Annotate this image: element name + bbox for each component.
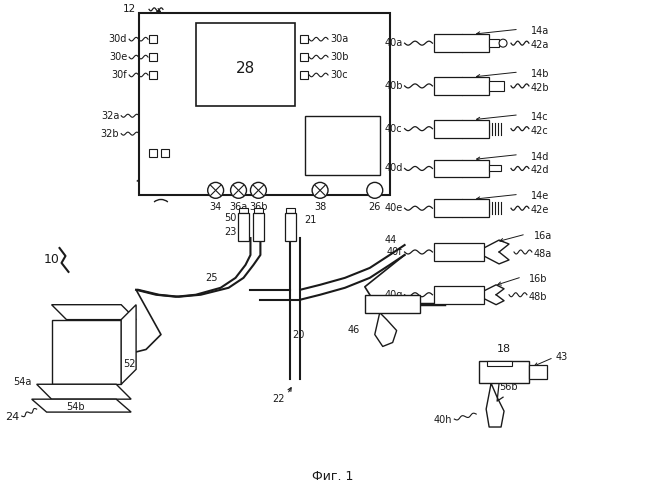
Text: 14d: 14d <box>531 152 549 162</box>
Text: 54a: 54a <box>13 378 32 388</box>
Bar <box>529 366 547 380</box>
Text: 56b: 56b <box>499 382 517 392</box>
Text: 43: 43 <box>555 352 568 362</box>
Text: 54b: 54b <box>67 402 85 412</box>
Text: 46: 46 <box>348 324 360 334</box>
Text: 40e: 40e <box>384 203 403 213</box>
Bar <box>489 39 499 47</box>
Circle shape <box>367 182 383 198</box>
Bar <box>149 35 157 43</box>
Bar <box>149 71 157 79</box>
Text: 30b: 30b <box>330 52 348 62</box>
Bar <box>489 166 501 172</box>
Bar <box>434 286 484 304</box>
Text: 30e: 30e <box>109 52 127 62</box>
Text: 36b: 36b <box>249 202 268 212</box>
Bar <box>253 213 264 241</box>
Bar <box>305 116 380 176</box>
Bar <box>161 148 169 156</box>
Bar <box>434 34 489 52</box>
Text: 48a: 48a <box>534 249 552 259</box>
Text: 32a: 32a <box>101 111 119 120</box>
Text: 44: 44 <box>385 235 397 245</box>
Text: 40a: 40a <box>384 38 403 48</box>
Text: 14b: 14b <box>531 69 549 79</box>
Bar <box>300 53 308 61</box>
Text: 52: 52 <box>123 360 136 370</box>
Text: 40c: 40c <box>385 124 403 134</box>
Text: 14e: 14e <box>531 192 549 202</box>
Bar <box>149 53 157 61</box>
Text: 48b: 48b <box>529 292 547 302</box>
Text: 30f: 30f <box>111 70 127 80</box>
Bar <box>254 208 263 213</box>
Bar <box>487 362 512 366</box>
Text: 14a: 14a <box>531 26 549 36</box>
Text: 40f: 40f <box>387 247 403 257</box>
Text: 42c: 42c <box>531 126 549 136</box>
Text: 30a: 30a <box>330 34 348 44</box>
Circle shape <box>250 182 266 198</box>
Text: 36a: 36a <box>229 202 248 212</box>
Bar <box>434 120 489 138</box>
Text: 42b: 42b <box>531 83 549 93</box>
Text: 50: 50 <box>224 213 236 223</box>
Text: 22: 22 <box>272 394 284 404</box>
Bar <box>239 208 248 213</box>
Polygon shape <box>37 384 131 399</box>
Text: 12: 12 <box>123 4 136 15</box>
Text: 58: 58 <box>462 288 474 298</box>
Polygon shape <box>32 399 131 412</box>
Polygon shape <box>51 304 136 320</box>
Text: 42d: 42d <box>531 166 549 175</box>
Circle shape <box>499 39 507 47</box>
Text: 42e: 42e <box>531 205 549 215</box>
Text: 28: 28 <box>236 61 255 76</box>
Text: 42a: 42a <box>531 40 549 50</box>
Bar <box>139 14 390 196</box>
Polygon shape <box>51 320 121 384</box>
Bar <box>434 160 489 178</box>
Text: 25: 25 <box>206 273 218 283</box>
Polygon shape <box>121 304 136 384</box>
Text: 24: 24 <box>5 412 20 422</box>
Bar <box>285 213 296 241</box>
Bar <box>434 200 489 217</box>
Bar <box>365 294 420 312</box>
Bar <box>434 243 484 261</box>
Text: 26: 26 <box>368 202 381 212</box>
Text: Фиг. 1: Фиг. 1 <box>312 470 354 483</box>
Text: 21: 21 <box>304 215 316 225</box>
Text: 23: 23 <box>224 227 236 237</box>
Text: 30d: 30d <box>109 34 127 44</box>
Bar <box>238 213 249 241</box>
Circle shape <box>230 182 246 198</box>
Bar <box>149 148 157 156</box>
Text: 40h: 40h <box>434 415 452 425</box>
Text: 34: 34 <box>210 202 222 212</box>
Text: 10: 10 <box>43 254 59 266</box>
Text: 40b: 40b <box>384 81 403 91</box>
Bar <box>286 208 295 213</box>
Bar <box>489 81 504 91</box>
Text: 18: 18 <box>497 344 511 354</box>
Circle shape <box>312 182 328 198</box>
Bar <box>300 35 308 43</box>
Text: 16a: 16a <box>534 231 552 241</box>
Text: 56a: 56a <box>499 366 517 376</box>
Bar <box>434 77 489 95</box>
Text: 38: 38 <box>314 202 326 212</box>
Text: 32b: 32b <box>101 128 119 138</box>
Bar <box>196 24 295 106</box>
Text: 40d: 40d <box>384 164 403 173</box>
Text: 20: 20 <box>292 330 304 340</box>
Bar <box>479 362 529 384</box>
Bar <box>300 71 308 79</box>
Text: 16b: 16b <box>529 274 547 284</box>
Text: 30c: 30c <box>330 70 348 80</box>
Circle shape <box>208 182 224 198</box>
Text: 14c: 14c <box>531 112 549 122</box>
Text: 40g: 40g <box>384 290 403 300</box>
